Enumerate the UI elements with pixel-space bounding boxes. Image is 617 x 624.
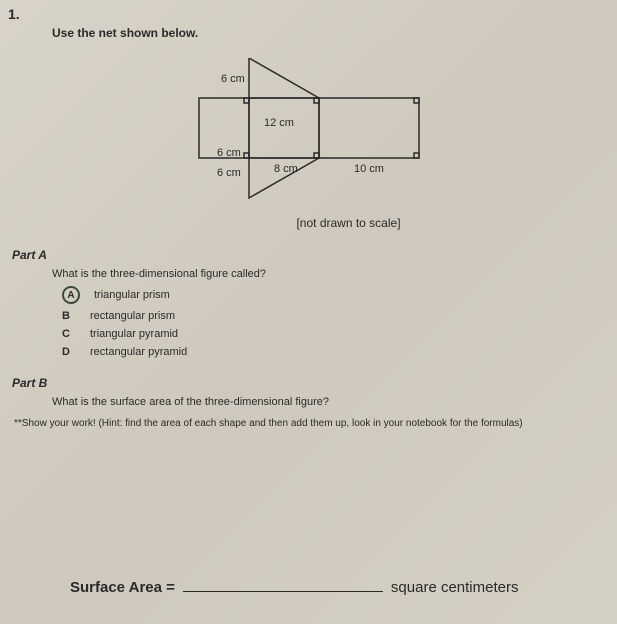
label-12: 12 cm	[264, 117, 294, 129]
question-number: 1.	[8, 6, 20, 22]
option-c[interactable]: C triangular pyramid	[62, 328, 605, 340]
answer-blank[interactable]	[183, 574, 383, 592]
label-left-6-lower: 6 cm	[217, 167, 241, 179]
instruction-text: Use the net shown below.	[52, 26, 605, 40]
label-top-6: 6 cm	[221, 73, 245, 85]
option-text-a: triangular prism	[94, 289, 170, 301]
part-b-hint: **Show your work! (Hint: find the area o…	[14, 418, 605, 429]
label-left-6-upper: 6 cm	[217, 147, 241, 159]
option-b[interactable]: B rectangular prism	[62, 310, 605, 322]
option-text-b: rectangular prism	[90, 310, 175, 322]
part-a-label: Part A	[12, 248, 605, 262]
diagram-caption: [not drawn to scale]	[92, 216, 605, 230]
answer-label: Surface Area =	[70, 579, 175, 596]
net-diagram: 6 cm 12 cm 6 cm 6 cm 8 cm 10 cm	[129, 58, 489, 208]
label-10: 10 cm	[354, 163, 384, 175]
option-d[interactable]: D rectangular pyramid	[62, 346, 605, 358]
option-letter-c: C	[62, 328, 76, 340]
part-b-question: What is the surface area of the three-di…	[52, 396, 605, 408]
answer-line: Surface Area = square centimeters	[70, 574, 518, 596]
option-letter-b: B	[62, 310, 76, 322]
part-b-label: Part B	[12, 376, 605, 390]
option-letter-a: A	[62, 286, 80, 304]
option-text-d: rectangular pyramid	[90, 346, 187, 358]
part-a-question: What is the three-dimensional figure cal…	[52, 268, 605, 280]
option-letter-d: D	[62, 346, 76, 358]
part-a-options: A triangular prism B rectangular prism C…	[62, 286, 605, 358]
label-8: 8 cm	[274, 163, 298, 175]
answer-unit: square centimeters	[391, 579, 519, 596]
option-text-c: triangular pyramid	[90, 328, 178, 340]
option-a[interactable]: A triangular prism	[62, 286, 605, 304]
